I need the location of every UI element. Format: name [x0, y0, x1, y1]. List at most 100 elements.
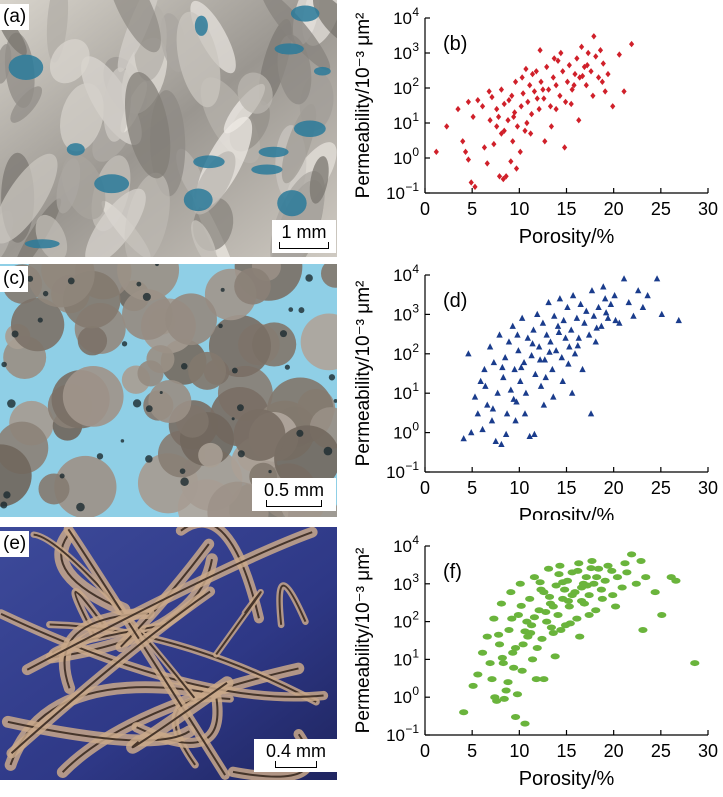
- x-axis-label: Porosity/%: [519, 505, 615, 520]
- data-point: [587, 410, 595, 417]
- y-tick-label: 101: [393, 380, 419, 403]
- scale-bar-c-label: 0.5 mm: [263, 480, 324, 500]
- data-point: [468, 682, 478, 689]
- y-tick-label: 104: [393, 533, 419, 556]
- ooid-grain: [10, 297, 65, 352]
- data-point: [575, 633, 585, 640]
- y-tick-label: 10−1: [386, 722, 419, 745]
- dark-speck: [145, 405, 153, 413]
- data-point: [560, 316, 567, 324]
- data-point: [607, 300, 615, 307]
- crystal-fan: [85, 188, 146, 257]
- data-point: [575, 334, 582, 341]
- data-point: [479, 103, 486, 110]
- data-point: [597, 47, 604, 54]
- data-point: [565, 360, 572, 367]
- ooid-grain: [62, 366, 124, 427]
- data-point: [562, 98, 569, 106]
- data-point: [549, 365, 556, 373]
- data-point: [508, 649, 518, 656]
- data-point: [558, 354, 565, 361]
- dark-speck: [59, 473, 65, 479]
- data-point: [569, 292, 577, 299]
- data-point: [522, 389, 530, 396]
- data-point: [515, 580, 525, 587]
- data-point: [547, 338, 554, 345]
- data-point: [639, 303, 647, 311]
- data-point: [558, 579, 568, 586]
- data-point: [534, 95, 540, 102]
- dark-speck: [305, 274, 313, 282]
- dark-speck: [121, 341, 128, 347]
- data-point: [512, 417, 519, 424]
- scale-bar-c-line: [266, 500, 322, 507]
- data-point: [500, 373, 507, 381]
- data-point: [556, 626, 566, 633]
- data-point: [571, 350, 579, 357]
- data-point: [602, 309, 610, 316]
- x-tick-label: 5: [467, 478, 477, 498]
- data-point: [509, 664, 519, 671]
- pore-space: [313, 66, 331, 76]
- data-point: [479, 425, 486, 433]
- y-tick-label: 104: [393, 262, 419, 285]
- y-tick-label: 102: [393, 609, 419, 632]
- plot-panel-label: (f): [443, 561, 462, 583]
- data-point: [460, 138, 466, 145]
- data-point: [538, 78, 544, 86]
- crystal-fan: [0, 43, 12, 84]
- data-point: [584, 592, 594, 599]
- data-point: [598, 322, 605, 329]
- data-point: [563, 598, 573, 605]
- data-point: [508, 158, 514, 165]
- data-point: [576, 598, 587, 605]
- y-tick-label: 10−1: [386, 180, 419, 203]
- pore-space: [193, 155, 225, 169]
- crystal-fan: [124, 71, 171, 179]
- x-tick-label: 15: [556, 478, 576, 498]
- data-point: [560, 586, 570, 593]
- data-point: [626, 551, 637, 558]
- dark-speck: [279, 330, 287, 338]
- x-tick-label: 30: [698, 741, 718, 761]
- x-axis-label: Porosity/%: [519, 226, 615, 248]
- micrograph-a-image: [0, 0, 337, 257]
- data-point: [523, 65, 529, 73]
- data-point: [553, 82, 559, 89]
- data-point: [496, 331, 503, 338]
- data-point: [621, 88, 627, 95]
- shell-lining: [60, 534, 124, 611]
- shell-lining: [10, 590, 211, 755]
- x-tick-label: 30: [698, 199, 718, 219]
- data-point: [541, 608, 551, 615]
- data-point: [531, 430, 538, 438]
- micrograph-e: (e) 0.4 mm: [0, 527, 337, 780]
- data-point: [586, 565, 596, 572]
- data-point: [517, 667, 527, 674]
- data-point: [529, 614, 540, 621]
- dark-speck: [237, 450, 245, 458]
- data-point: [591, 33, 597, 40]
- data-point: [495, 113, 502, 121]
- data-point: [544, 593, 555, 600]
- data-point: [553, 611, 563, 618]
- data-point: [583, 82, 589, 89]
- data-point: [557, 92, 563, 99]
- crystal-fan: [46, 0, 69, 63]
- data-point: [477, 649, 488, 656]
- y-tick-label: 101: [393, 646, 419, 669]
- scale-bar-c: 0.5 mm: [252, 478, 336, 511]
- data-point: [544, 63, 550, 71]
- pore-space: [194, 15, 208, 36]
- data-point: [510, 395, 517, 402]
- ooid-grain: [117, 264, 180, 301]
- x-tick-label: 0: [420, 199, 430, 219]
- data-point: [576, 117, 582, 124]
- x-tick-label: 15: [556, 741, 576, 761]
- crystal-fan: [106, 0, 161, 53]
- y-tick-label: 104: [393, 5, 419, 28]
- panel-label-c: (c): [0, 266, 29, 292]
- data-point: [494, 123, 500, 130]
- data-point: [610, 603, 621, 610]
- data-point: [473, 671, 483, 678]
